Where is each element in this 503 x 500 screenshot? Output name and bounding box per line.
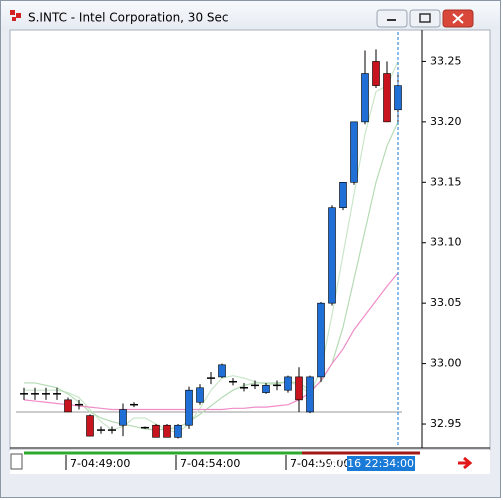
chart-area — [9, 29, 491, 451]
close-button[interactable] — [442, 9, 474, 28]
candle-body — [119, 409, 127, 426]
candle-body — [350, 121, 358, 183]
candle-body — [295, 376, 303, 401]
y-tick-label: 33.00 — [430, 357, 462, 370]
candle-body — [306, 376, 314, 413]
x-tick-label: 7-04:54:00 — [180, 457, 240, 470]
y-tick-label: 33.15 — [430, 175, 462, 188]
moving-average — [23, 272, 399, 411]
y-tick-label: 32.95 — [430, 417, 462, 430]
candle-body — [383, 73, 391, 123]
candle-body — [372, 61, 380, 86]
candle-body — [64, 399, 72, 413]
minimize-button[interactable] — [376, 9, 408, 28]
y-tick-label: 33.10 — [430, 236, 462, 249]
candle-body — [317, 302, 325, 378]
app-icon — [10, 10, 21, 21]
candle-body — [328, 207, 336, 304]
candle-body — [218, 364, 226, 378]
scroll-right-arrow[interactable] — [458, 456, 473, 470]
candle-body — [185, 389, 193, 426]
candle-body — [262, 385, 270, 393]
y-tick-label: 33.20 — [430, 115, 462, 128]
maximize-button[interactable] — [409, 9, 441, 28]
x-tick-label: 7-04:49:00 — [70, 457, 130, 470]
candle-body — [86, 415, 94, 437]
candle-body — [196, 387, 204, 403]
scroll-box[interactable] — [10, 453, 23, 470]
candle-body — [284, 376, 292, 391]
candle-body — [152, 424, 160, 438]
candle-body — [163, 424, 171, 438]
candle-body — [174, 424, 182, 438]
x-tick-label: 7-04:59:00 — [290, 457, 350, 470]
y-tick-label: 33.05 — [430, 296, 462, 309]
crosshair-label: 7-07-16 22:34:00 — [318, 457, 414, 470]
crosshair-label-box — [347, 456, 415, 471]
moving-average — [24, 121, 399, 431]
candle-body — [361, 73, 369, 123]
y-tick-label: 33.25 — [430, 54, 462, 67]
candle-body — [339, 181, 347, 208]
window-title: S.INTC - Intel Corporation, 30 Sec — [28, 11, 229, 25]
